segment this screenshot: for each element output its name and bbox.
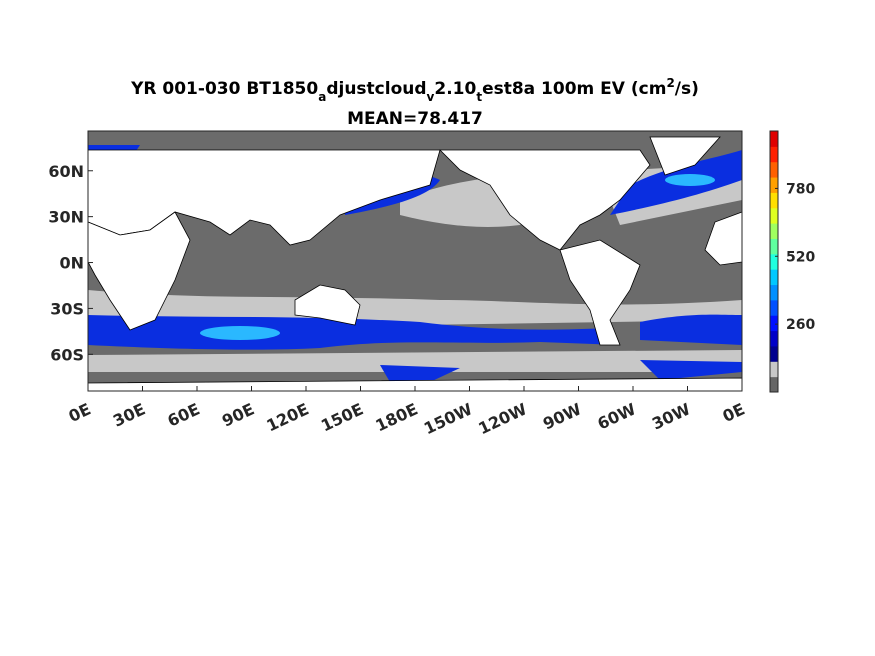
subtitle: MEAN=78.417 <box>347 109 483 129</box>
colorbar-swatch <box>770 330 778 347</box>
colorbar-swatch <box>770 161 778 178</box>
x-tick-label: 150W <box>421 399 476 438</box>
colorbar-swatch <box>770 269 778 286</box>
x-tick-label: 120E <box>263 399 311 435</box>
colorbar-swatch <box>770 345 778 362</box>
colorbar-swatch <box>770 146 778 163</box>
x-tick-label: 60E <box>165 399 203 430</box>
colorbar-tick-label: 780 <box>786 181 815 197</box>
colorbar-swatch <box>770 207 778 224</box>
y-tick-label: 30S <box>50 299 84 318</box>
x-tick-label: 120W <box>475 399 530 438</box>
colorbar-swatch <box>770 376 778 393</box>
x-tick-label: 90E <box>219 399 257 430</box>
y-tick-label: 0N <box>59 254 84 273</box>
colorbar-tick-label: 260 <box>786 317 815 333</box>
y-tick-label: 30N <box>48 208 84 227</box>
y-tick-label: 60N <box>48 162 84 181</box>
map <box>87 130 743 392</box>
title-part: /s) <box>675 79 699 99</box>
colorbar-swatch <box>770 192 778 209</box>
x-tick-label: 0E <box>720 399 748 426</box>
colorbar-swatch <box>770 284 778 301</box>
colorbar-frame <box>769 130 779 393</box>
colorbar-swatch <box>770 299 778 316</box>
colorbar-swatch <box>770 253 778 270</box>
title: YR 001-030 BT1850adjustcloudv2.10test8a … <box>130 76 699 104</box>
x-tick-label: 60W <box>594 399 639 433</box>
title-part: a <box>318 90 326 104</box>
colorbar: 260 520 780 <box>769 130 815 393</box>
colorbar-tick-label: 520 <box>786 249 815 265</box>
x-tick-label: 30E <box>110 399 148 430</box>
peak-region <box>200 174 715 340</box>
colorbar-swatch <box>770 315 778 332</box>
land <box>87 136 743 392</box>
colorbar-swatch <box>770 131 778 147</box>
colorbar-swatch <box>770 361 778 378</box>
title-part: 2 <box>666 76 674 90</box>
title-part: YR 001-030 BT1850 <box>130 79 318 99</box>
title-part: t <box>476 90 482 104</box>
x-tick-label: 0E <box>66 399 94 426</box>
colorbar-swatch <box>770 223 778 239</box>
title-part: v <box>427 90 435 104</box>
title-part: djustcloud <box>326 79 426 99</box>
x-tick-label: 30W <box>649 399 694 433</box>
y-tick-label: 60S <box>50 345 84 364</box>
x-tick-label: 150E <box>318 399 366 435</box>
colorbar-swatch <box>770 177 778 193</box>
title-part: est8a 100m EV (cm <box>482 79 666 99</box>
title-part: 2.10 <box>434 79 476 99</box>
colorbar-swatch <box>770 238 778 255</box>
x-tick-label: 180E <box>372 399 420 435</box>
x-tick-label: 90W <box>540 399 585 433</box>
